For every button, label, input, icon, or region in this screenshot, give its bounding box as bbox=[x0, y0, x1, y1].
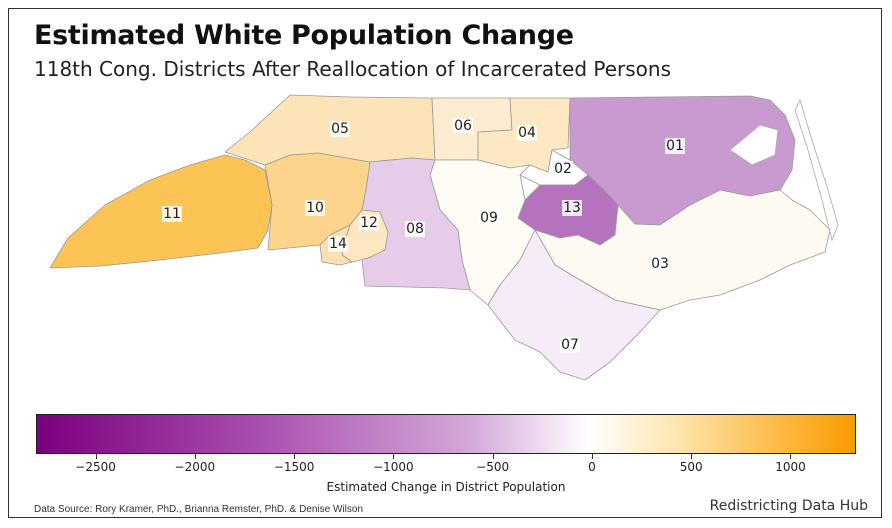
brand-credit: Redistricting Data Hub bbox=[709, 498, 868, 514]
label-07: 07 bbox=[561, 337, 579, 353]
label-09: 09 bbox=[480, 210, 498, 226]
label-08: 08 bbox=[406, 221, 424, 237]
label-backdrop bbox=[328, 236, 348, 252]
label-10: 10 bbox=[306, 200, 324, 216]
scale-tick-label: 500 bbox=[679, 460, 703, 474]
label-05: 05 bbox=[331, 121, 349, 137]
district-labels: 11 10 05 06 04 01 02 13 09 08 12 14 03 0… bbox=[162, 118, 685, 353]
label-13: 13 bbox=[563, 200, 581, 216]
color-scale-bar bbox=[36, 414, 856, 454]
scale-tick-label: −1500 bbox=[273, 460, 315, 474]
label-backdrop bbox=[305, 200, 325, 216]
scale-tick bbox=[95, 454, 97, 459]
label-backdrop bbox=[162, 206, 182, 222]
label-backdrop bbox=[560, 337, 580, 353]
label-backdrop bbox=[553, 161, 573, 177]
scale-tick-label: −2500 bbox=[75, 460, 116, 474]
label-backdrop bbox=[517, 125, 537, 141]
label-14: 14 bbox=[329, 236, 347, 252]
district-05[interactable] bbox=[224, 94, 436, 166]
sounds-and-banks bbox=[729, 98, 839, 242]
district-11[interactable] bbox=[49, 154, 273, 269]
label-02: 02 bbox=[554, 161, 572, 177]
label-backdrop bbox=[405, 221, 425, 237]
scale-tick bbox=[294, 454, 296, 459]
scale-tick bbox=[790, 454, 792, 459]
scale-tick bbox=[691, 454, 693, 459]
label-backdrop bbox=[359, 215, 379, 231]
scale-tick bbox=[393, 454, 395, 459]
data-source-note: Data Source: Rory Kramer, PhD., Brianna … bbox=[34, 504, 364, 515]
scale-tick bbox=[492, 454, 494, 459]
scale-tick-label: 1000 bbox=[775, 460, 806, 474]
label-12: 12 bbox=[360, 215, 378, 231]
label-backdrop bbox=[650, 256, 670, 272]
label-01: 01 bbox=[666, 138, 684, 154]
scale-tick-label: −500 bbox=[476, 460, 510, 474]
label-04: 04 bbox=[518, 125, 536, 141]
scale-tick-label: −2000 bbox=[174, 460, 216, 474]
label-03: 03 bbox=[651, 256, 669, 272]
label-backdrop bbox=[665, 138, 685, 154]
label-backdrop bbox=[479, 210, 499, 226]
district-07[interactable] bbox=[487, 229, 661, 381]
map-subtitle: 118th Cong. Districts After Reallocation… bbox=[34, 57, 672, 81]
district-03[interactable] bbox=[534, 189, 831, 311]
color-scale-title: Estimated Change in District Population bbox=[326, 480, 566, 494]
label-backdrop bbox=[330, 121, 350, 137]
scale-tick bbox=[591, 454, 593, 459]
label-06: 06 bbox=[454, 118, 472, 134]
label-backdrop bbox=[453, 118, 473, 134]
scale-tick-label: 0 bbox=[588, 460, 596, 474]
label-11: 11 bbox=[163, 206, 181, 222]
map-title: Estimated White Population Change bbox=[34, 20, 574, 51]
label-backdrop bbox=[562, 200, 582, 216]
scale-tick bbox=[194, 454, 196, 459]
figure-frame bbox=[8, 8, 882, 518]
scale-tick-label: −1000 bbox=[373, 460, 414, 474]
